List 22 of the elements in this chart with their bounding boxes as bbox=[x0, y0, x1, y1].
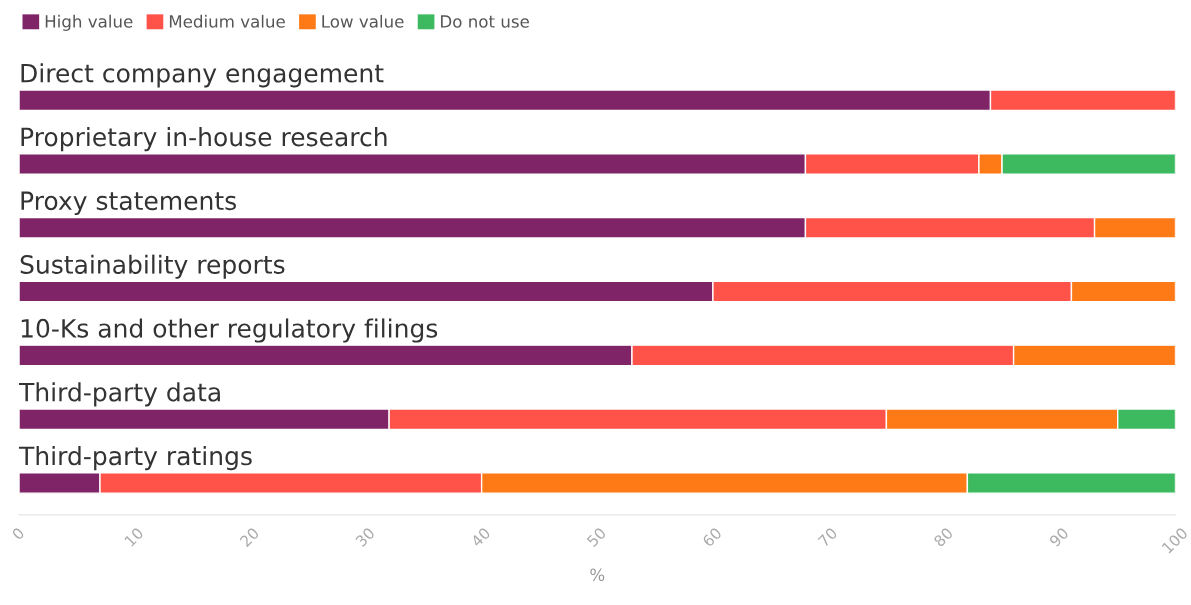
y-tick-label: Third-party data bbox=[18, 382, 220, 407]
y-tick-label: Proprietary in-house research bbox=[21, 127, 387, 152]
x-tick-label: 50 bbox=[586, 526, 607, 548]
x-tick-label: 30 bbox=[354, 526, 376, 548]
x-tick-label: 70 bbox=[817, 526, 838, 548]
x-tick-label: 20 bbox=[239, 526, 260, 548]
x-tick-label: 80 bbox=[933, 526, 954, 548]
legend-label: High value bbox=[45, 14, 133, 31]
x-tick-label: 40 bbox=[470, 526, 491, 548]
y-tick-label: Third-party ratings bbox=[18, 446, 252, 471]
legend-label: Low value bbox=[322, 14, 404, 28]
x-tick-label: 60 bbox=[701, 526, 723, 548]
x-tick-label: 10 bbox=[123, 526, 144, 547]
y-tick-label: Sustainability reports bbox=[20, 254, 285, 279]
legend-label: Medium value bbox=[169, 14, 285, 28]
y-tick-label: 10-Ks and other regulatory filings bbox=[21, 318, 438, 343]
x-tick-label: 90 bbox=[1048, 526, 1070, 548]
legend-label: Do not use bbox=[441, 15, 529, 28]
y-tick-label: Proxy statements bbox=[21, 191, 236, 216]
x-axis-title: % bbox=[590, 568, 605, 582]
x-tick-label: 0 bbox=[11, 526, 25, 541]
y-tick-label: Direct company engagement bbox=[21, 63, 384, 88]
